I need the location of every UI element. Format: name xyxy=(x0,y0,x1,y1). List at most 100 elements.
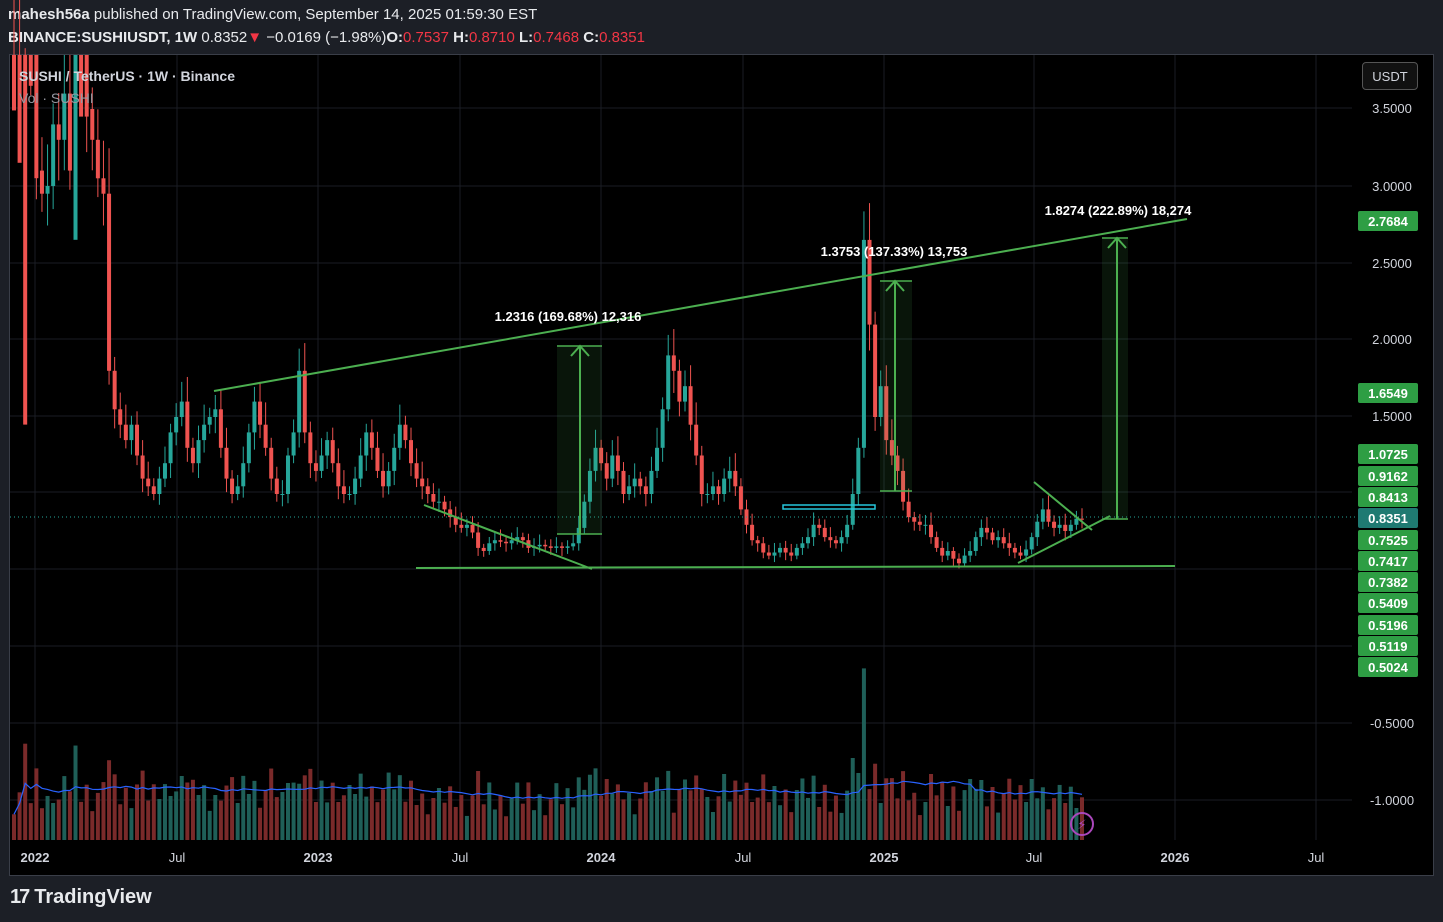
volume-bar xyxy=(940,781,945,840)
high-label: H: xyxy=(453,29,469,46)
candle-body xyxy=(263,424,268,448)
candle-body xyxy=(246,432,251,464)
candle-body xyxy=(996,537,1001,541)
candle-body xyxy=(537,544,542,547)
candle-body xyxy=(459,524,464,528)
candle-body xyxy=(604,463,609,479)
volume-bar xyxy=(682,779,687,840)
candle-body xyxy=(269,447,274,479)
volume-bar xyxy=(1052,798,1057,840)
candle-body xyxy=(643,486,648,494)
volume-bar xyxy=(755,797,760,840)
candle-body xyxy=(73,55,78,240)
chart-legend-title[interactable]: SUSHI / TetherUS · 1W · Binance xyxy=(19,68,235,84)
candle-body xyxy=(772,552,777,556)
candle-body xyxy=(655,447,660,471)
volume-bar xyxy=(392,789,397,840)
last-price: 0.8352 xyxy=(201,29,248,46)
currency-button[interactable]: USDT xyxy=(1362,62,1418,90)
price-label-text: 0.8413 xyxy=(1368,490,1408,505)
candle-body xyxy=(28,55,33,86)
candle-body xyxy=(889,440,894,456)
volume-bar xyxy=(694,775,699,840)
volume-bar xyxy=(12,814,16,840)
pennant-lower xyxy=(1017,515,1111,564)
candle-body xyxy=(666,355,671,410)
volume-bar xyxy=(386,772,391,840)
projection-zone xyxy=(1102,238,1128,519)
candle-body xyxy=(224,447,229,479)
candle-body xyxy=(140,455,145,479)
candle-body xyxy=(789,552,794,556)
volume-bar xyxy=(817,807,822,840)
candle-body xyxy=(34,55,39,179)
price-label-badge xyxy=(1358,508,1418,528)
volume-bar xyxy=(297,783,302,840)
candle-body xyxy=(1080,518,1084,520)
candle-body xyxy=(190,447,195,464)
volume-bar xyxy=(1007,778,1012,840)
candle-body xyxy=(800,543,805,548)
footer-brand[interactable]: 17 TradingView xyxy=(10,886,152,909)
volume-bar xyxy=(699,789,704,840)
chart-panel[interactable] xyxy=(9,54,1434,876)
volume-bar xyxy=(772,786,777,840)
volume-bar xyxy=(431,798,436,840)
volume-bar xyxy=(621,799,626,840)
volume-bar xyxy=(162,784,167,840)
candle-body xyxy=(677,370,682,402)
volume-bar xyxy=(722,774,727,840)
volume-bar xyxy=(839,812,844,840)
volume-bar xyxy=(895,798,900,840)
candle-body xyxy=(280,494,285,495)
volume-bar xyxy=(632,814,637,840)
volume-bar xyxy=(308,768,313,840)
volume-bar xyxy=(62,776,67,840)
volume-bar xyxy=(655,777,660,840)
volume-bar xyxy=(945,806,950,840)
volume-bar xyxy=(45,795,50,840)
author-name[interactable]: mahesh56a xyxy=(8,6,90,23)
price-label-text: 0.7525 xyxy=(1368,533,1408,548)
volume-bar xyxy=(727,801,732,840)
volume-bar xyxy=(151,784,156,840)
candle-body xyxy=(358,455,363,479)
volume-bar xyxy=(319,780,324,840)
candle-body xyxy=(347,494,352,495)
volume-bar xyxy=(51,803,56,840)
candle-body xyxy=(442,501,447,510)
volume-bar xyxy=(1024,802,1029,840)
candle-body xyxy=(453,517,458,525)
volume-legend[interactable]: Vol · SUSHI xyxy=(19,90,94,106)
candle-body xyxy=(56,124,61,140)
candle-body xyxy=(135,424,140,456)
candle-body xyxy=(587,470,592,502)
breakout-box xyxy=(782,504,876,510)
candle-body xyxy=(448,509,453,518)
brand-name: TradingView xyxy=(34,886,152,908)
candle-body xyxy=(146,478,151,487)
volume-bar xyxy=(17,792,22,840)
candle-body xyxy=(873,324,878,417)
volume-bar xyxy=(912,792,917,840)
candle-body xyxy=(716,486,721,494)
candle-body xyxy=(1040,509,1045,522)
candle-body xyxy=(112,370,117,410)
candle-body xyxy=(414,463,419,479)
candle-body xyxy=(403,424,408,441)
candle-body xyxy=(940,547,945,556)
candle-body xyxy=(543,544,548,547)
candle-body xyxy=(313,463,318,471)
volume-bar xyxy=(917,815,922,840)
candle-body xyxy=(308,432,313,464)
candle-body xyxy=(381,470,386,487)
candle-body xyxy=(610,455,615,479)
candle-body xyxy=(241,463,246,487)
candle-body xyxy=(481,547,486,551)
price-label-text: 0.5119 xyxy=(1368,639,1407,654)
candle-body xyxy=(951,550,956,559)
volume-bar xyxy=(968,779,973,840)
candle-body xyxy=(621,470,626,494)
y-tick-label: 3.0000 xyxy=(1372,179,1412,194)
